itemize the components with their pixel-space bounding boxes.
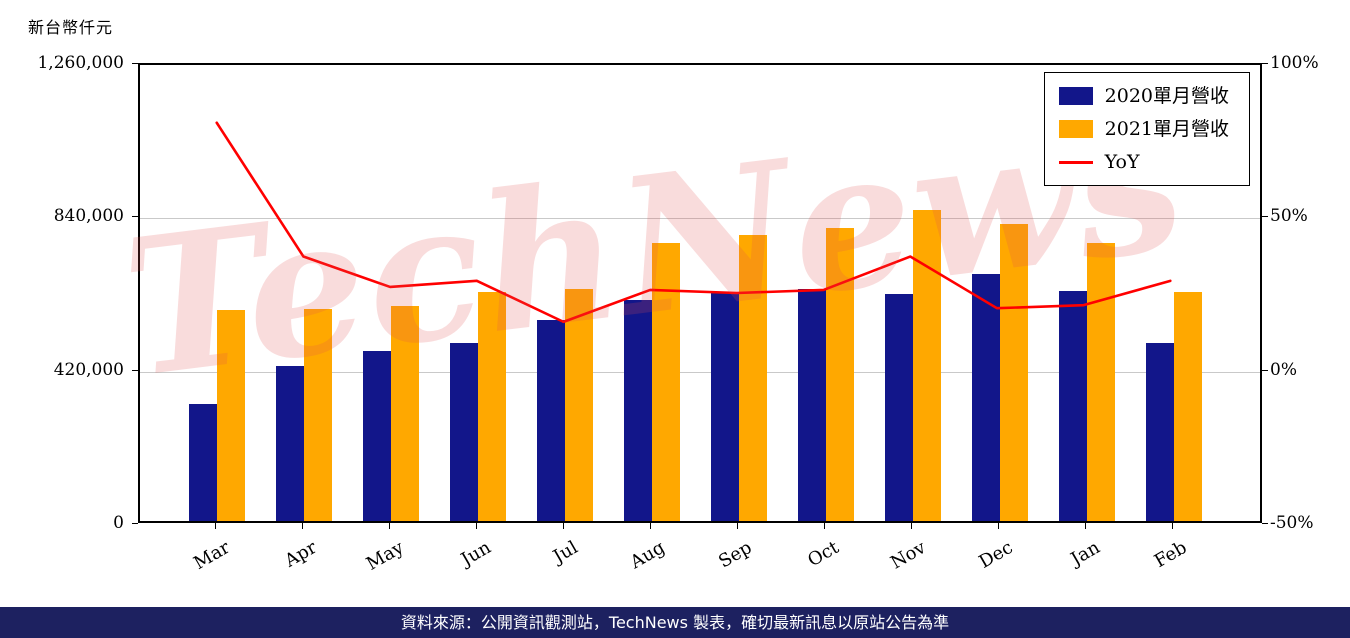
bar-2021-jun bbox=[478, 291, 506, 521]
left-axis-title: 新台幣仟元 bbox=[28, 18, 114, 37]
bar-2020-feb bbox=[1146, 342, 1174, 521]
legend-item-yoy: YoY bbox=[1058, 150, 1229, 174]
tick-mark bbox=[389, 523, 390, 529]
legend-label-2021: 2021單月營收 bbox=[1104, 118, 1229, 140]
left-axis-tick-label: 420,000 bbox=[53, 359, 124, 380]
tick-mark bbox=[132, 216, 138, 218]
bar-2020-jan bbox=[1059, 291, 1087, 521]
legend-item-2020: 2020單月營收 bbox=[1058, 84, 1229, 108]
tick-mark bbox=[132, 63, 138, 64]
bar-2020-aug bbox=[624, 299, 652, 521]
left-axis-tick-label: 1,260,000 bbox=[37, 53, 124, 73]
tick-mark bbox=[824, 523, 825, 529]
legend-label-yoy: YoY bbox=[1104, 151, 1140, 173]
gridline bbox=[140, 218, 1260, 220]
right-axis-tick-label: 50% bbox=[1270, 206, 1308, 227]
bar-2020-sep bbox=[711, 292, 739, 521]
bar-2021-may bbox=[391, 305, 419, 521]
tick-mark bbox=[476, 523, 477, 529]
yoy-line-layer bbox=[215, 121, 1172, 324]
tick-mark bbox=[302, 523, 303, 529]
x-axis-tick-labels: Mar Apr May Jun Jul Aug Sep Oct Nov Dec Jan Feb bbox=[138, 527, 1262, 593]
x-tick-label-dec: Dec bbox=[975, 537, 1017, 573]
legend-swatch-yoy bbox=[1058, 160, 1093, 164]
x-tick-label-nov: Nov bbox=[887, 537, 930, 574]
bar-2021-feb bbox=[1174, 291, 1202, 521]
tick-mark bbox=[650, 523, 651, 529]
left-axis-tick-labels: 1,260,000 840,000 420,000 0 bbox=[0, 53, 128, 533]
left-axis-tick-label: 0 bbox=[113, 513, 124, 533]
tick-mark bbox=[132, 369, 138, 371]
footer-text: 資料來源：公開資訊觀測站，TechNews 製表，確切最新訊息以原站公告為準 bbox=[400, 613, 950, 632]
bar-2021-sep bbox=[739, 234, 767, 521]
footer-bar: 資料來源：公開資訊觀測站，TechNews 製表，確切最新訊息以原站公告為準 bbox=[0, 607, 1350, 638]
x-tick-label-oct: Oct bbox=[804, 537, 843, 572]
tick-mark bbox=[911, 523, 912, 529]
bar-2020-jul bbox=[537, 320, 565, 521]
tick-mark bbox=[998, 523, 999, 529]
tick-mark bbox=[1085, 523, 1086, 529]
right-axis-tick-label: 0% bbox=[1270, 359, 1297, 380]
right-axis-tick-label: 100% bbox=[1270, 53, 1319, 73]
bars-layer bbox=[140, 65, 1260, 521]
tick-mark bbox=[1262, 63, 1268, 64]
x-tick-label-aug: Aug bbox=[626, 537, 669, 574]
x-tick-label-jul: Jul bbox=[549, 537, 582, 568]
yoy-line bbox=[215, 121, 1172, 324]
legend-label-2020: 2020單月營收 bbox=[1104, 85, 1229, 107]
tick-mark bbox=[1172, 523, 1173, 529]
bar-2020-mar bbox=[189, 404, 217, 521]
tick-mark bbox=[737, 523, 738, 529]
bar-2021-jul bbox=[565, 289, 593, 521]
bar-2020-nov bbox=[885, 293, 913, 521]
bar-2020-may bbox=[363, 351, 391, 521]
tick-mark bbox=[1262, 216, 1268, 218]
legend-swatch-2020 bbox=[1058, 87, 1093, 105]
x-tick-label-sep: Sep bbox=[715, 537, 756, 573]
tick-mark bbox=[563, 523, 564, 529]
right-axis-tick-label: -50% bbox=[1270, 513, 1314, 533]
bar-2021-oct bbox=[826, 227, 854, 521]
tick-mark bbox=[1262, 369, 1268, 371]
right-axis-tick-labels: 100% 50% 0% -50% bbox=[1270, 53, 1350, 533]
gridline bbox=[140, 371, 1260, 373]
tick-mark bbox=[132, 523, 138, 524]
bar-2021-apr bbox=[304, 308, 332, 521]
legend-swatch-2021 bbox=[1058, 120, 1093, 138]
legend-item-2021: 2021單月營收 bbox=[1058, 117, 1229, 141]
left-axis-tick-label: 840,000 bbox=[53, 206, 124, 227]
tick-mark bbox=[1262, 523, 1268, 524]
bar-2020-oct bbox=[798, 288, 826, 521]
bar-2020-apr bbox=[276, 366, 304, 521]
x-tick-label-jun: Jun bbox=[457, 537, 495, 571]
bar-2021-jan bbox=[1087, 242, 1115, 521]
tick-mark bbox=[215, 523, 216, 529]
bar-2021-dec bbox=[1000, 223, 1028, 521]
x-tick-label-mar: Mar bbox=[190, 537, 234, 575]
x-tick-label-jan: Jan bbox=[1067, 537, 1104, 570]
bar-2020-jun bbox=[450, 342, 478, 521]
bar-2021-mar bbox=[217, 309, 245, 521]
x-tick-label-feb: Feb bbox=[1150, 537, 1191, 573]
legend: 2020單月營收 2021單月營收 YoY bbox=[1043, 72, 1250, 186]
x-tick-label-may: May bbox=[362, 537, 408, 575]
bar-2020-dec bbox=[972, 273, 1000, 521]
x-tick-label-apr: Apr bbox=[281, 537, 321, 572]
